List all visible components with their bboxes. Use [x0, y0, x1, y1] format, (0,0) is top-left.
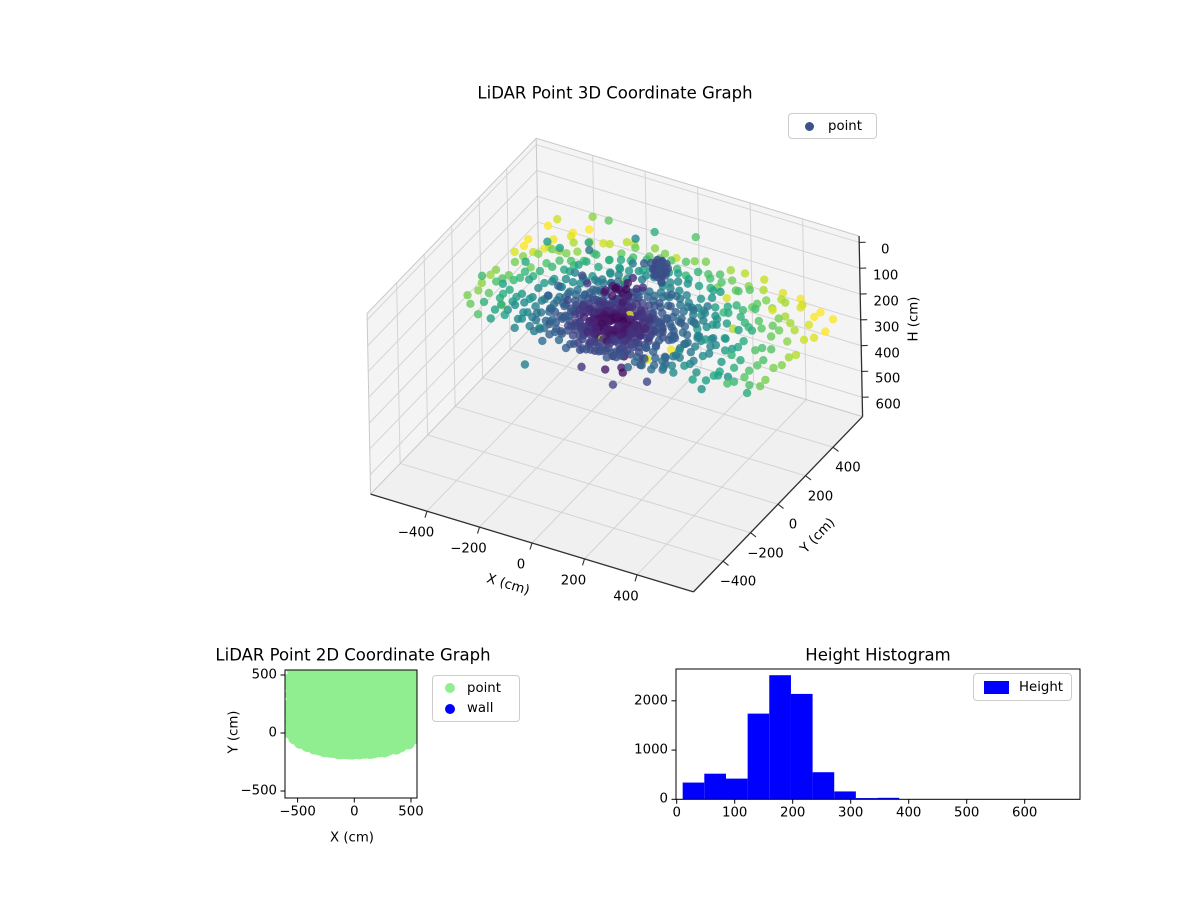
histogram-legend: Height [973, 673, 1072, 701]
tick-label: 0 [350, 804, 359, 820]
tick-label: 500 [953, 805, 980, 821]
plot2d-legend-label-wall: wall [467, 701, 494, 717]
tick-label: 500 [398, 804, 424, 820]
tick-label: 500 [874, 371, 901, 387]
tick-label: 0 [516, 557, 526, 573]
tick-label: 200 [560, 573, 587, 589]
height-swatch-icon [984, 680, 1010, 694]
tick-label: 2000 [634, 693, 668, 709]
plot2d-xlabel: X (cm) [330, 830, 374, 846]
tick-label: 500 [251, 667, 277, 683]
tick-label: 600 [875, 397, 901, 413]
plot3d-zlabel: H (cm) [906, 296, 922, 342]
tick-label: 400 [874, 346, 900, 362]
tick-label: 0 [268, 725, 277, 741]
plot2d-legend-label-point: point [467, 680, 501, 696]
legend-row: point [799, 119, 866, 134]
tick-label: −500 [240, 783, 277, 799]
plot3d-title: LiDAR Point 3D Coordinate Graph [477, 83, 753, 103]
histogram-legend-label: Height [1019, 679, 1063, 695]
tick-label: −400 [719, 574, 757, 590]
tick-label: 400 [835, 460, 861, 476]
tick-label: 200 [807, 489, 834, 505]
plot2d-title: LiDAR Point 2D Coordinate Graph [215, 645, 491, 665]
tick-label: 0 [880, 242, 890, 258]
tick-label: 300 [873, 320, 900, 336]
tick-label: 400 [895, 805, 922, 821]
tick-label: 300 [837, 805, 864, 821]
tick-label: −200 [450, 541, 487, 557]
tick-label: 600 [1011, 805, 1038, 821]
plot3d-legend: point [788, 113, 877, 139]
plot3d-legend-label: point [828, 118, 862, 134]
tick-label: −500 [279, 804, 316, 820]
plot2d-legend: point wall [432, 675, 520, 722]
legend-row: wall [441, 699, 511, 720]
tick-label: −200 [747, 546, 784, 562]
histogram-title: Height Histogram [805, 645, 951, 665]
tick-label: 100 [721, 805, 748, 821]
tick-label: 0 [672, 805, 681, 821]
tick-label: −400 [397, 525, 435, 541]
point-marker-icon [445, 683, 455, 694]
point-marker-icon [805, 121, 814, 131]
tick-label: 0 [788, 517, 798, 533]
tick-label: 100 [872, 268, 899, 284]
wall-marker-icon [445, 703, 455, 714]
tick-label: 200 [779, 805, 806, 821]
legend-row: point [441, 678, 511, 699]
tick-label: 1000 [634, 742, 668, 758]
plot2d-ylabel: Y (cm) [226, 710, 242, 754]
tick-label: 0 [659, 791, 668, 807]
legend-row: Height [982, 680, 1063, 695]
tick-label: 200 [873, 294, 899, 310]
tick-label: 400 [613, 589, 639, 605]
